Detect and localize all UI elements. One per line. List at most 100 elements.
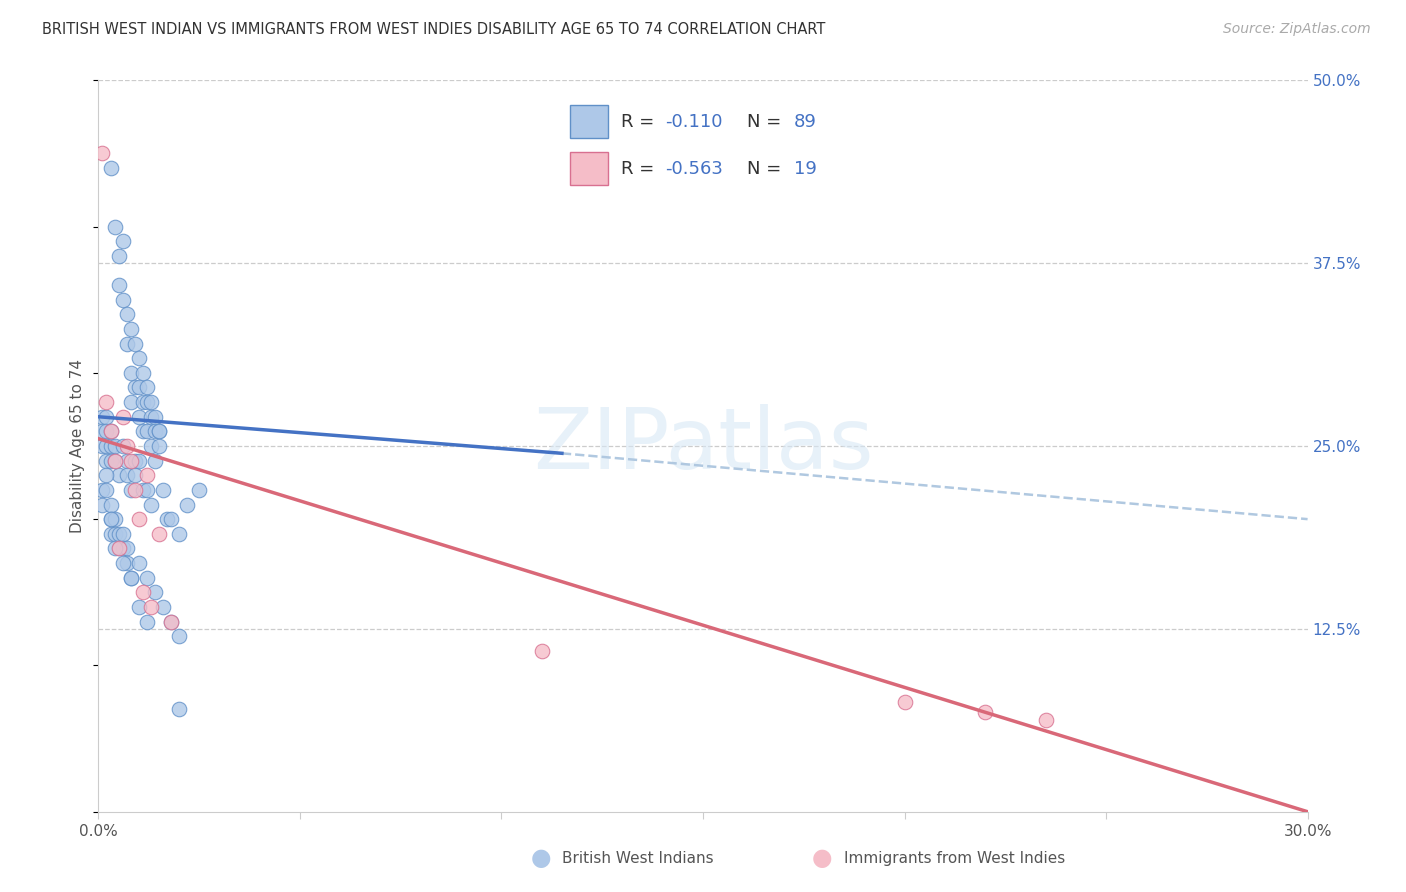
Point	[107, 541, 129, 556]
Point	[111, 541, 134, 556]
Point	[128, 351, 150, 366]
Point	[96, 425, 118, 439]
Point	[111, 409, 134, 424]
Point	[188, 483, 211, 497]
Point	[115, 439, 138, 453]
Point	[124, 468, 146, 483]
Point	[156, 512, 179, 526]
Point	[100, 512, 122, 526]
Point	[91, 483, 114, 497]
Point	[96, 395, 118, 409]
Text: Source: ZipAtlas.com: Source: ZipAtlas.com	[1223, 22, 1371, 37]
Point	[124, 380, 146, 394]
Point	[111, 293, 134, 307]
Point	[91, 439, 114, 453]
Point	[103, 439, 125, 453]
Point	[91, 409, 114, 424]
Point	[143, 453, 166, 467]
Point	[115, 556, 138, 570]
Point	[139, 599, 162, 614]
Point	[107, 249, 129, 263]
Point	[120, 571, 142, 585]
Point	[103, 512, 125, 526]
Point	[100, 526, 122, 541]
Text: British West Indians: British West Indians	[562, 851, 714, 865]
Point	[111, 234, 134, 248]
Point	[974, 705, 997, 719]
Point	[115, 336, 138, 351]
Point	[139, 498, 162, 512]
Point	[135, 468, 157, 483]
Point	[107, 541, 129, 556]
Point	[135, 615, 157, 629]
Point	[115, 468, 138, 483]
Point	[91, 425, 114, 439]
Point	[103, 453, 125, 467]
Point	[176, 498, 198, 512]
Point	[128, 512, 150, 526]
Point	[96, 483, 118, 497]
Point	[115, 307, 138, 321]
Point	[100, 512, 122, 526]
Text: ●: ●	[813, 847, 832, 870]
Point	[128, 453, 150, 467]
Point	[100, 161, 122, 175]
Point	[103, 453, 125, 467]
Point	[160, 615, 183, 629]
Point	[107, 526, 129, 541]
Point	[160, 512, 183, 526]
Point	[120, 395, 142, 409]
Point	[160, 615, 183, 629]
Point	[139, 395, 162, 409]
Point	[128, 599, 150, 614]
Point	[96, 409, 118, 424]
Point	[103, 526, 125, 541]
Point	[107, 278, 129, 293]
Point	[124, 483, 146, 497]
Point	[120, 322, 142, 336]
Point	[128, 409, 150, 424]
Point	[124, 336, 146, 351]
Point	[128, 556, 150, 570]
Point	[132, 483, 155, 497]
Point	[135, 395, 157, 409]
Point	[148, 425, 170, 439]
Text: Immigrants from West Indies: Immigrants from West Indies	[844, 851, 1064, 865]
Text: ●: ●	[531, 847, 551, 870]
Point	[1035, 713, 1057, 727]
Point	[115, 541, 138, 556]
Point	[135, 425, 157, 439]
Point	[103, 541, 125, 556]
Point	[143, 425, 166, 439]
Point	[120, 366, 142, 380]
Point	[132, 585, 155, 599]
Point	[100, 439, 122, 453]
Point	[148, 526, 170, 541]
Point	[530, 644, 553, 658]
Point	[107, 468, 129, 483]
Point	[111, 439, 134, 453]
Point	[132, 395, 155, 409]
Point	[96, 468, 118, 483]
Point	[167, 702, 190, 716]
Point	[148, 439, 170, 453]
Point	[143, 409, 166, 424]
Point	[152, 483, 174, 497]
Point	[135, 483, 157, 497]
Point	[120, 483, 142, 497]
Point	[167, 629, 190, 643]
Point	[91, 498, 114, 512]
Point	[111, 556, 134, 570]
Point	[152, 599, 174, 614]
Point	[91, 146, 114, 161]
Point	[893, 695, 915, 709]
Point	[100, 453, 122, 467]
Point	[100, 425, 122, 439]
Point	[100, 498, 122, 512]
Point	[111, 526, 134, 541]
Point	[135, 571, 157, 585]
Point	[132, 425, 155, 439]
Y-axis label: Disability Age 65 to 74: Disability Age 65 to 74	[70, 359, 86, 533]
Point	[115, 453, 138, 467]
Point	[135, 380, 157, 394]
